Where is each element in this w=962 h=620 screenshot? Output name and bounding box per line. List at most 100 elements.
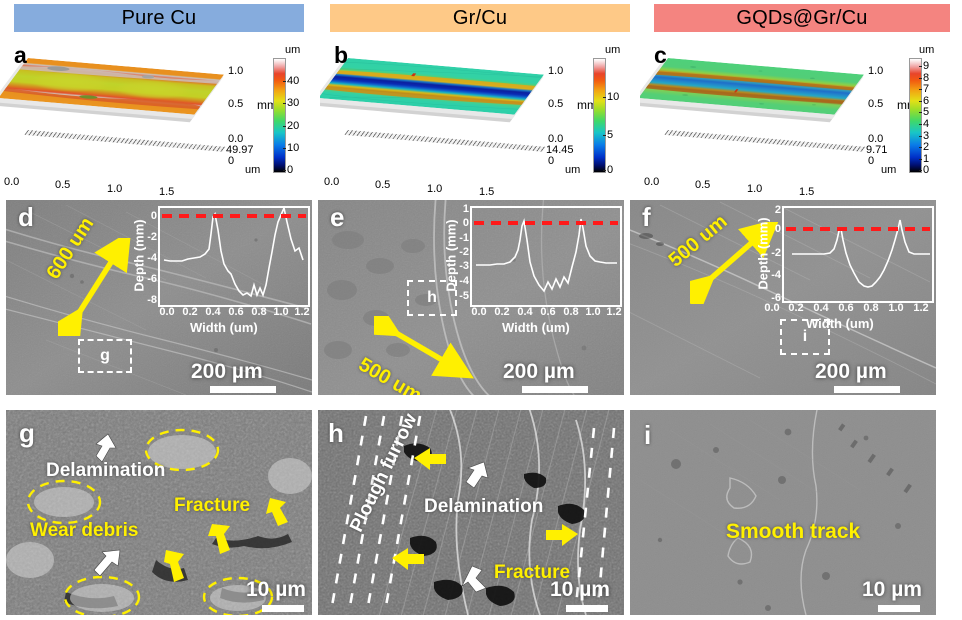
panel-e-inset-y-tick--5: -5 <box>459 290 469 302</box>
panel-f-inset-y-tick--2: -2 <box>771 247 781 259</box>
panel-f-inset-y-tick-2: 2 <box>774 204 781 216</box>
panel-e: e 500 um h 200 µm 1 0 -1 -2 -3 -4 -5 <box>318 200 624 395</box>
panel-f-inset-x-tick-1: 0.2 <box>788 302 804 314</box>
panel-a-colorbar-unit-bottom: um <box>245 164 261 176</box>
panel-b-colorbar-tick-10: 10 <box>602 91 620 103</box>
panel-e-inset-x-tick-4: 0.8 <box>563 306 579 318</box>
panel-d-profile-curve <box>162 208 306 298</box>
panel-f-roi-i: i <box>780 319 830 355</box>
width-arrow-e <box>374 316 474 379</box>
panel-c-y-tick-0: 1.0 <box>868 65 884 77</box>
panel-a-z-max: 49.97 <box>226 144 254 156</box>
panel-f-inset-profile: 2 0 -2 -4 -6 Depth (mm) 0.0 0.2 0.4 0.6 … <box>756 204 934 331</box>
panel-h-annotation-delamination: Delamination <box>424 496 544 517</box>
panel-c-z-min: 0 <box>868 155 875 167</box>
panel-c-x-tick-2: 1.0 <box>747 183 763 195</box>
panel-a-y-tick-2: 0.0 <box>228 133 244 145</box>
width-arrow-d <box>58 238 132 336</box>
panel-e-inset-x-tick-1: 0.2 <box>494 306 510 318</box>
panel-a: a <box>0 36 320 196</box>
column-header-gr-cu: Gr/Cu <box>330 4 630 32</box>
panel-e-inset-y-tick-1: 1 <box>462 203 469 215</box>
panel-a-x-tick-0: 0.0 <box>4 176 20 188</box>
panel-c-colorbar-tick-8: 8 <box>918 72 930 84</box>
panel-g-label: g <box>19 418 35 448</box>
afm-surface-map-c <box>640 58 864 115</box>
panel-b: b <box>320 36 640 196</box>
panel-c-y-tick-1: 0.5 <box>868 98 884 110</box>
panel-c-colorbar-tick-1: 1 <box>918 153 930 165</box>
panel-d-inset-y-tick--6: -6 <box>147 273 157 285</box>
panel-d-inset-x-tick-5: 1.0 <box>273 306 289 318</box>
panel-a-y-tick-0: 1.0 <box>228 65 244 77</box>
panel-d-inset-x-tick-6: 1.2 <box>294 306 310 318</box>
panel-f-label: f <box>642 202 651 232</box>
panel-d-roi-g: g <box>78 339 132 373</box>
panel-a-colorbar-tick-40: 40 <box>282 75 300 87</box>
panel-c-colorbar-tick-6: 6 <box>918 95 930 107</box>
panel-e-inset-y-tick--1: -1 <box>459 232 469 244</box>
column-header-title: Pure Cu <box>121 6 197 29</box>
panel-d-inset-x-tick-2: 0.4 <box>205 306 221 318</box>
panel-c-x-tick-1: 0.5 <box>695 179 711 191</box>
delamination-arrow-g-2 <box>93 549 121 577</box>
afm-surface-c <box>640 52 877 152</box>
panel-e-inset-y-tick--3: -3 <box>459 260 469 272</box>
panel-c: c <box>640 36 962 196</box>
panel-d-inset-y-tick--8: -8 <box>147 294 157 306</box>
panel-g-scale-text: 10 µm <box>246 578 306 601</box>
panel-b-z-min: 0 <box>548 155 555 167</box>
panel-h-annotation-fracture: Fracture <box>494 562 571 583</box>
delamination-arrow-g-1 <box>95 433 117 463</box>
panel-g-annotation-delamination: Delamination <box>46 460 166 481</box>
panel-i-label: i <box>644 420 652 450</box>
afm-surface-a <box>0 52 237 152</box>
panel-b-colorbar-tick-0: 0 <box>602 164 614 176</box>
panel-e-inset-y-tick--4: -4 <box>459 275 469 287</box>
panel-i-scale-text: 10 µm <box>862 578 922 601</box>
panel-c-colorbar-tick-4: 4 <box>918 118 930 130</box>
panel-i-scale-bar <box>878 605 920 612</box>
column-header-pure-cu: Pure Cu <box>14 4 304 32</box>
panel-f-inset-y-tick-0: 0 <box>774 223 781 235</box>
panel-e-inset-x-tick-0: 0.0 <box>471 306 487 318</box>
panel-a-x-tick-3: 1.5 <box>159 186 175 196</box>
panel-e-scale-bar <box>522 386 588 393</box>
panel-b-z-max: 14.45 <box>546 144 574 156</box>
panel-d-inset-y-tick-0: 0 <box>150 210 157 222</box>
panel-a-label: a <box>14 42 27 68</box>
panel-c-label: c <box>654 42 667 68</box>
panel-f-inset-x-tick-6: 1.2 <box>913 302 929 314</box>
panel-c-colorbar-tick-7: 7 <box>918 83 930 95</box>
panel-e-inset-y-tick-0: 0 <box>462 217 469 229</box>
delamination-arrow-h-2 <box>461 565 487 593</box>
panel-c-colorbar-tick-0: 0 <box>918 164 930 176</box>
panel-d-inset-x-tick-4: 0.8 <box>251 306 267 318</box>
panel-d-inset-y-label: Depth (mm) <box>131 219 147 292</box>
panel-c-x-tick-3: 1.5 <box>799 186 815 196</box>
width-arrow-f <box>690 222 780 304</box>
panel-d-inset-profile: 0 -2 -4 -6 -8 Depth (mm) 0.0 0.2 0.4 0.6… <box>132 206 310 335</box>
panel-b-y-tick-1: 0.5 <box>548 98 564 110</box>
panel-e-inset-y-tick--2: -2 <box>459 246 469 258</box>
panel-i-annotation-smooth-track: Smooth track <box>726 520 861 543</box>
panel-a-colorbar-tick-10: 10 <box>282 142 300 154</box>
panel-d-inset-x-label: Width (um) <box>190 320 258 335</box>
panel-g: g Delamination Wear debris Fracture 10 µ… <box>6 410 312 615</box>
panel-f-inset-y-label: Depth (mm) <box>755 217 771 290</box>
panel-h: h Plough furrow Delamination Fracture 10… <box>318 410 624 615</box>
panel-g-scale-bar <box>262 605 304 612</box>
panel-e-scale-text: 200 µm <box>503 360 575 383</box>
panel-a-colorbar-tick-20: 20 <box>282 120 300 132</box>
panel-b-y-tick-0: 1.0 <box>548 65 564 77</box>
afm-surface-b <box>320 52 557 152</box>
panel-c-x-tick-0: 0.0 <box>644 176 660 188</box>
panel-c-colorbar-tick-5: 5 <box>918 106 930 118</box>
fracture-arrow-g-3 <box>164 550 184 582</box>
panel-h-scale-text: 10 µm <box>550 578 610 601</box>
panel-b-x-tick-3: 1.5 <box>479 186 495 196</box>
sem-image-g <box>6 410 312 615</box>
panel-c-colorbar-tick-2: 2 <box>918 141 930 153</box>
panel-a-colorbar-tick-30: 30 <box>282 97 300 109</box>
